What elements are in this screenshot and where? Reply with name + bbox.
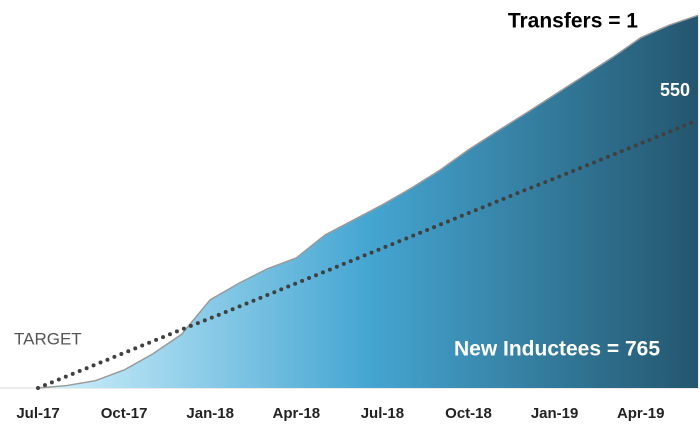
annotation: TARGET [14, 329, 82, 348]
x-tick-label: Jan-19 [531, 405, 579, 422]
annotation: New Inductees = 765 [454, 338, 660, 361]
x-tick-label: Apr-18 [273, 405, 321, 422]
target-line [36, 118, 700, 390]
x-tick-label: Jul-17 [16, 405, 59, 422]
x-tick-label: Apr-19 [617, 405, 665, 422]
annotation: 550 [660, 80, 690, 100]
x-tick-label: Oct-17 [101, 405, 148, 422]
annotation: Transfers = 1 [508, 10, 638, 33]
x-tick-label: Oct-18 [445, 405, 492, 422]
x-tick-label: Jan-18 [186, 405, 234, 422]
area [38, 15, 699, 389]
x-tick-label: Jul-18 [361, 405, 404, 422]
area-top-line [37, 14, 699, 389]
